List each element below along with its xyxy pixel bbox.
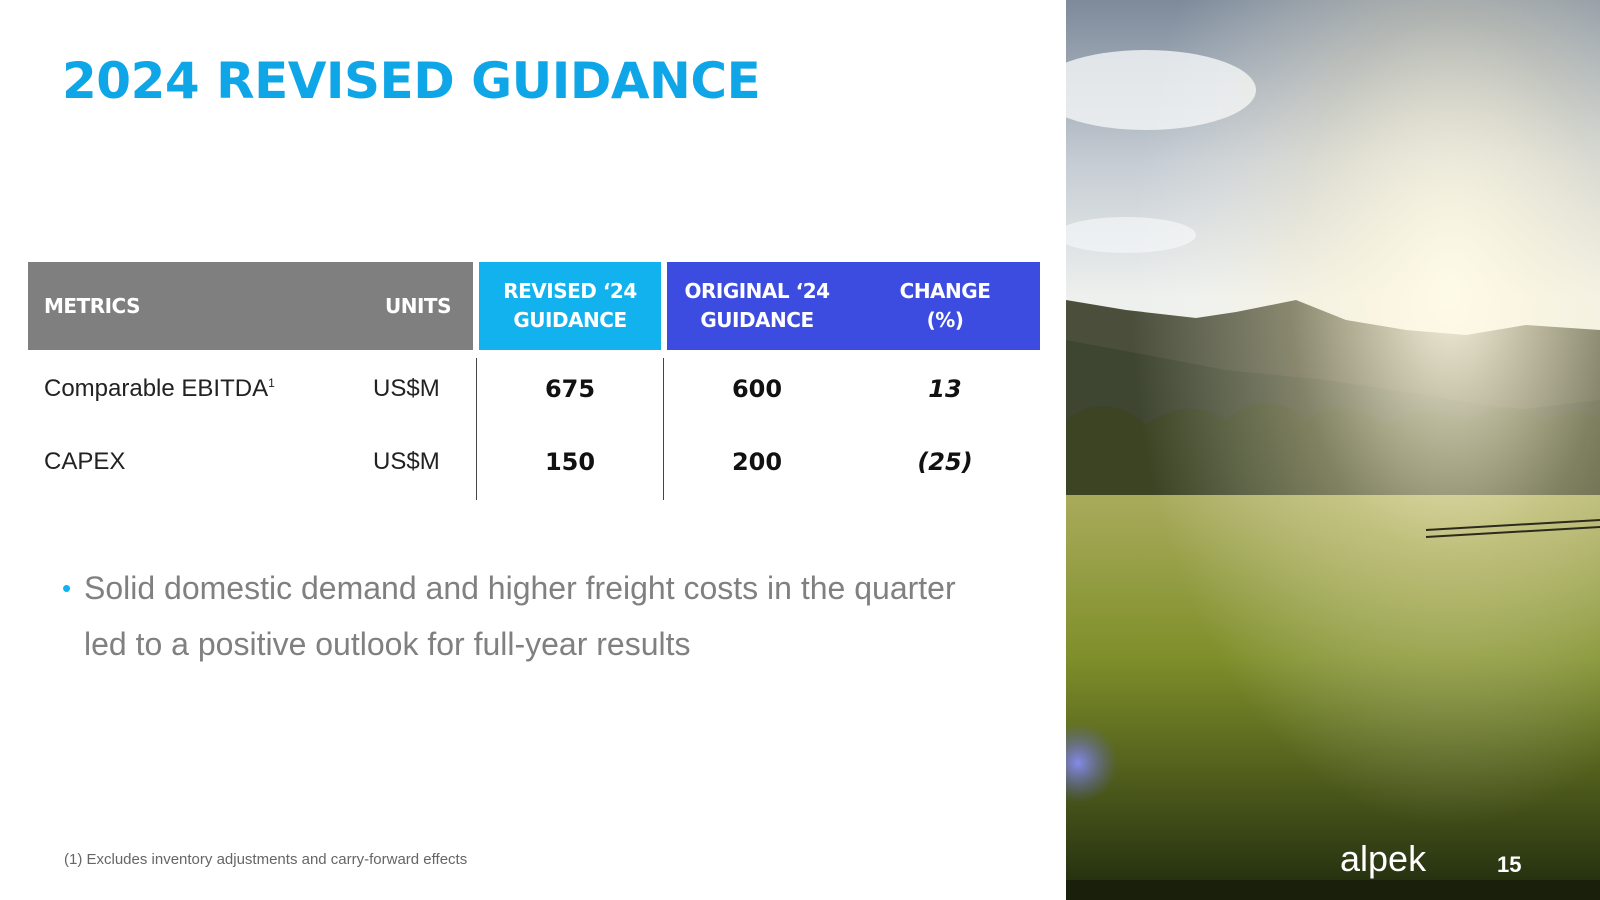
row1-units: US$M bbox=[373, 375, 440, 402]
header-original-line1: ORIGINAL ‘24 bbox=[684, 279, 830, 303]
row1-footnote-mark: 1 bbox=[268, 376, 275, 390]
header-units: UNITS bbox=[385, 293, 451, 318]
column-divider bbox=[663, 358, 664, 500]
row1-original: 600 bbox=[731, 375, 783, 403]
bullet-dot-icon: • bbox=[62, 573, 72, 603]
row2-original: 200 bbox=[731, 448, 783, 476]
header-metrics: METRICS bbox=[44, 293, 141, 318]
table-header-gray: METRICS UNITS bbox=[28, 262, 473, 350]
column-divider bbox=[476, 358, 477, 500]
bullet-text: Solid domestic demand and higher freight… bbox=[84, 570, 956, 662]
table-header-revised: REVISED ‘24 GUIDANCE bbox=[479, 262, 661, 350]
row1-metric: Comparable EBITDA bbox=[44, 375, 269, 402]
row1-revised: 675 bbox=[544, 375, 596, 403]
header-change-line1: CHANGE bbox=[899, 279, 991, 303]
table-header-original-change: ORIGINAL ‘24 GUIDANCE CHANGE (%) bbox=[667, 262, 1040, 350]
logo-text: alpek bbox=[1340, 838, 1427, 879]
row2-metric: CAPEX bbox=[44, 448, 126, 475]
header-revised-line1: REVISED ‘24 bbox=[503, 279, 637, 303]
row1-change: 13 bbox=[928, 375, 962, 403]
header-change-line2: (%) bbox=[926, 308, 964, 332]
footnote: (1) Excludes inventory adjustments and c… bbox=[64, 851, 468, 868]
table-row: Comparable EBITDA1 bbox=[44, 375, 275, 403]
landscape-photo-svg bbox=[1066, 0, 1600, 900]
header-revised-line2: GUIDANCE bbox=[513, 308, 627, 332]
slide-title: 2024 REVISED GUIDANCE bbox=[62, 52, 761, 110]
row2-revised: 150 bbox=[544, 448, 596, 476]
landscape-photo bbox=[1066, 0, 1600, 900]
alpek-logo: alpek bbox=[1340, 838, 1426, 880]
row2-change: (25) bbox=[917, 448, 973, 476]
header-original-line2: GUIDANCE bbox=[700, 308, 814, 332]
page-number: 15 bbox=[1497, 852, 1522, 877]
row2-units: US$M bbox=[373, 448, 440, 475]
